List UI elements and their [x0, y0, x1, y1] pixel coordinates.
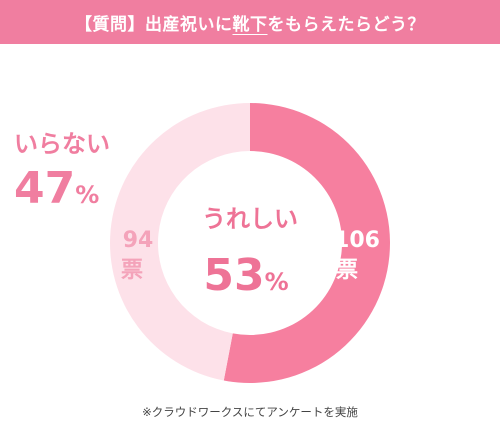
outside-percent-value: 47% — [14, 163, 99, 214]
ureshii-count-unit: 票 — [336, 258, 358, 283]
question-header: 【質問】 出産祝いに 靴下 をもらえたらどう？ — [0, 0, 500, 44]
question-tag: 【質問】 — [75, 14, 145, 35]
question-after: をもらえたらどう？ — [267, 14, 425, 35]
center-percent-unit: % — [265, 268, 289, 296]
outside-percent-unit: % — [75, 181, 99, 209]
donut-slice-ureshii — [223, 103, 390, 383]
question-before: 出産祝いに — [145, 14, 233, 35]
center-percent-value: 53% — [203, 250, 288, 301]
iranai-count-unit: 票 — [121, 258, 143, 283]
iranai-count: 94 — [123, 228, 154, 253]
center-label: うれしい — [202, 205, 298, 233]
donut-slice-iranai — [109, 103, 251, 381]
question-highlight: 靴下 — [232, 14, 268, 35]
survey-footnote: ※クラウドワークスにてアンケートを実施 — [142, 405, 358, 419]
ureshii-count: 106 — [334, 228, 380, 253]
outside-label: いらない — [14, 130, 110, 158]
donut-chart: うれしい 53% いらない 47% 106 票 94 票 — [14, 103, 390, 383]
